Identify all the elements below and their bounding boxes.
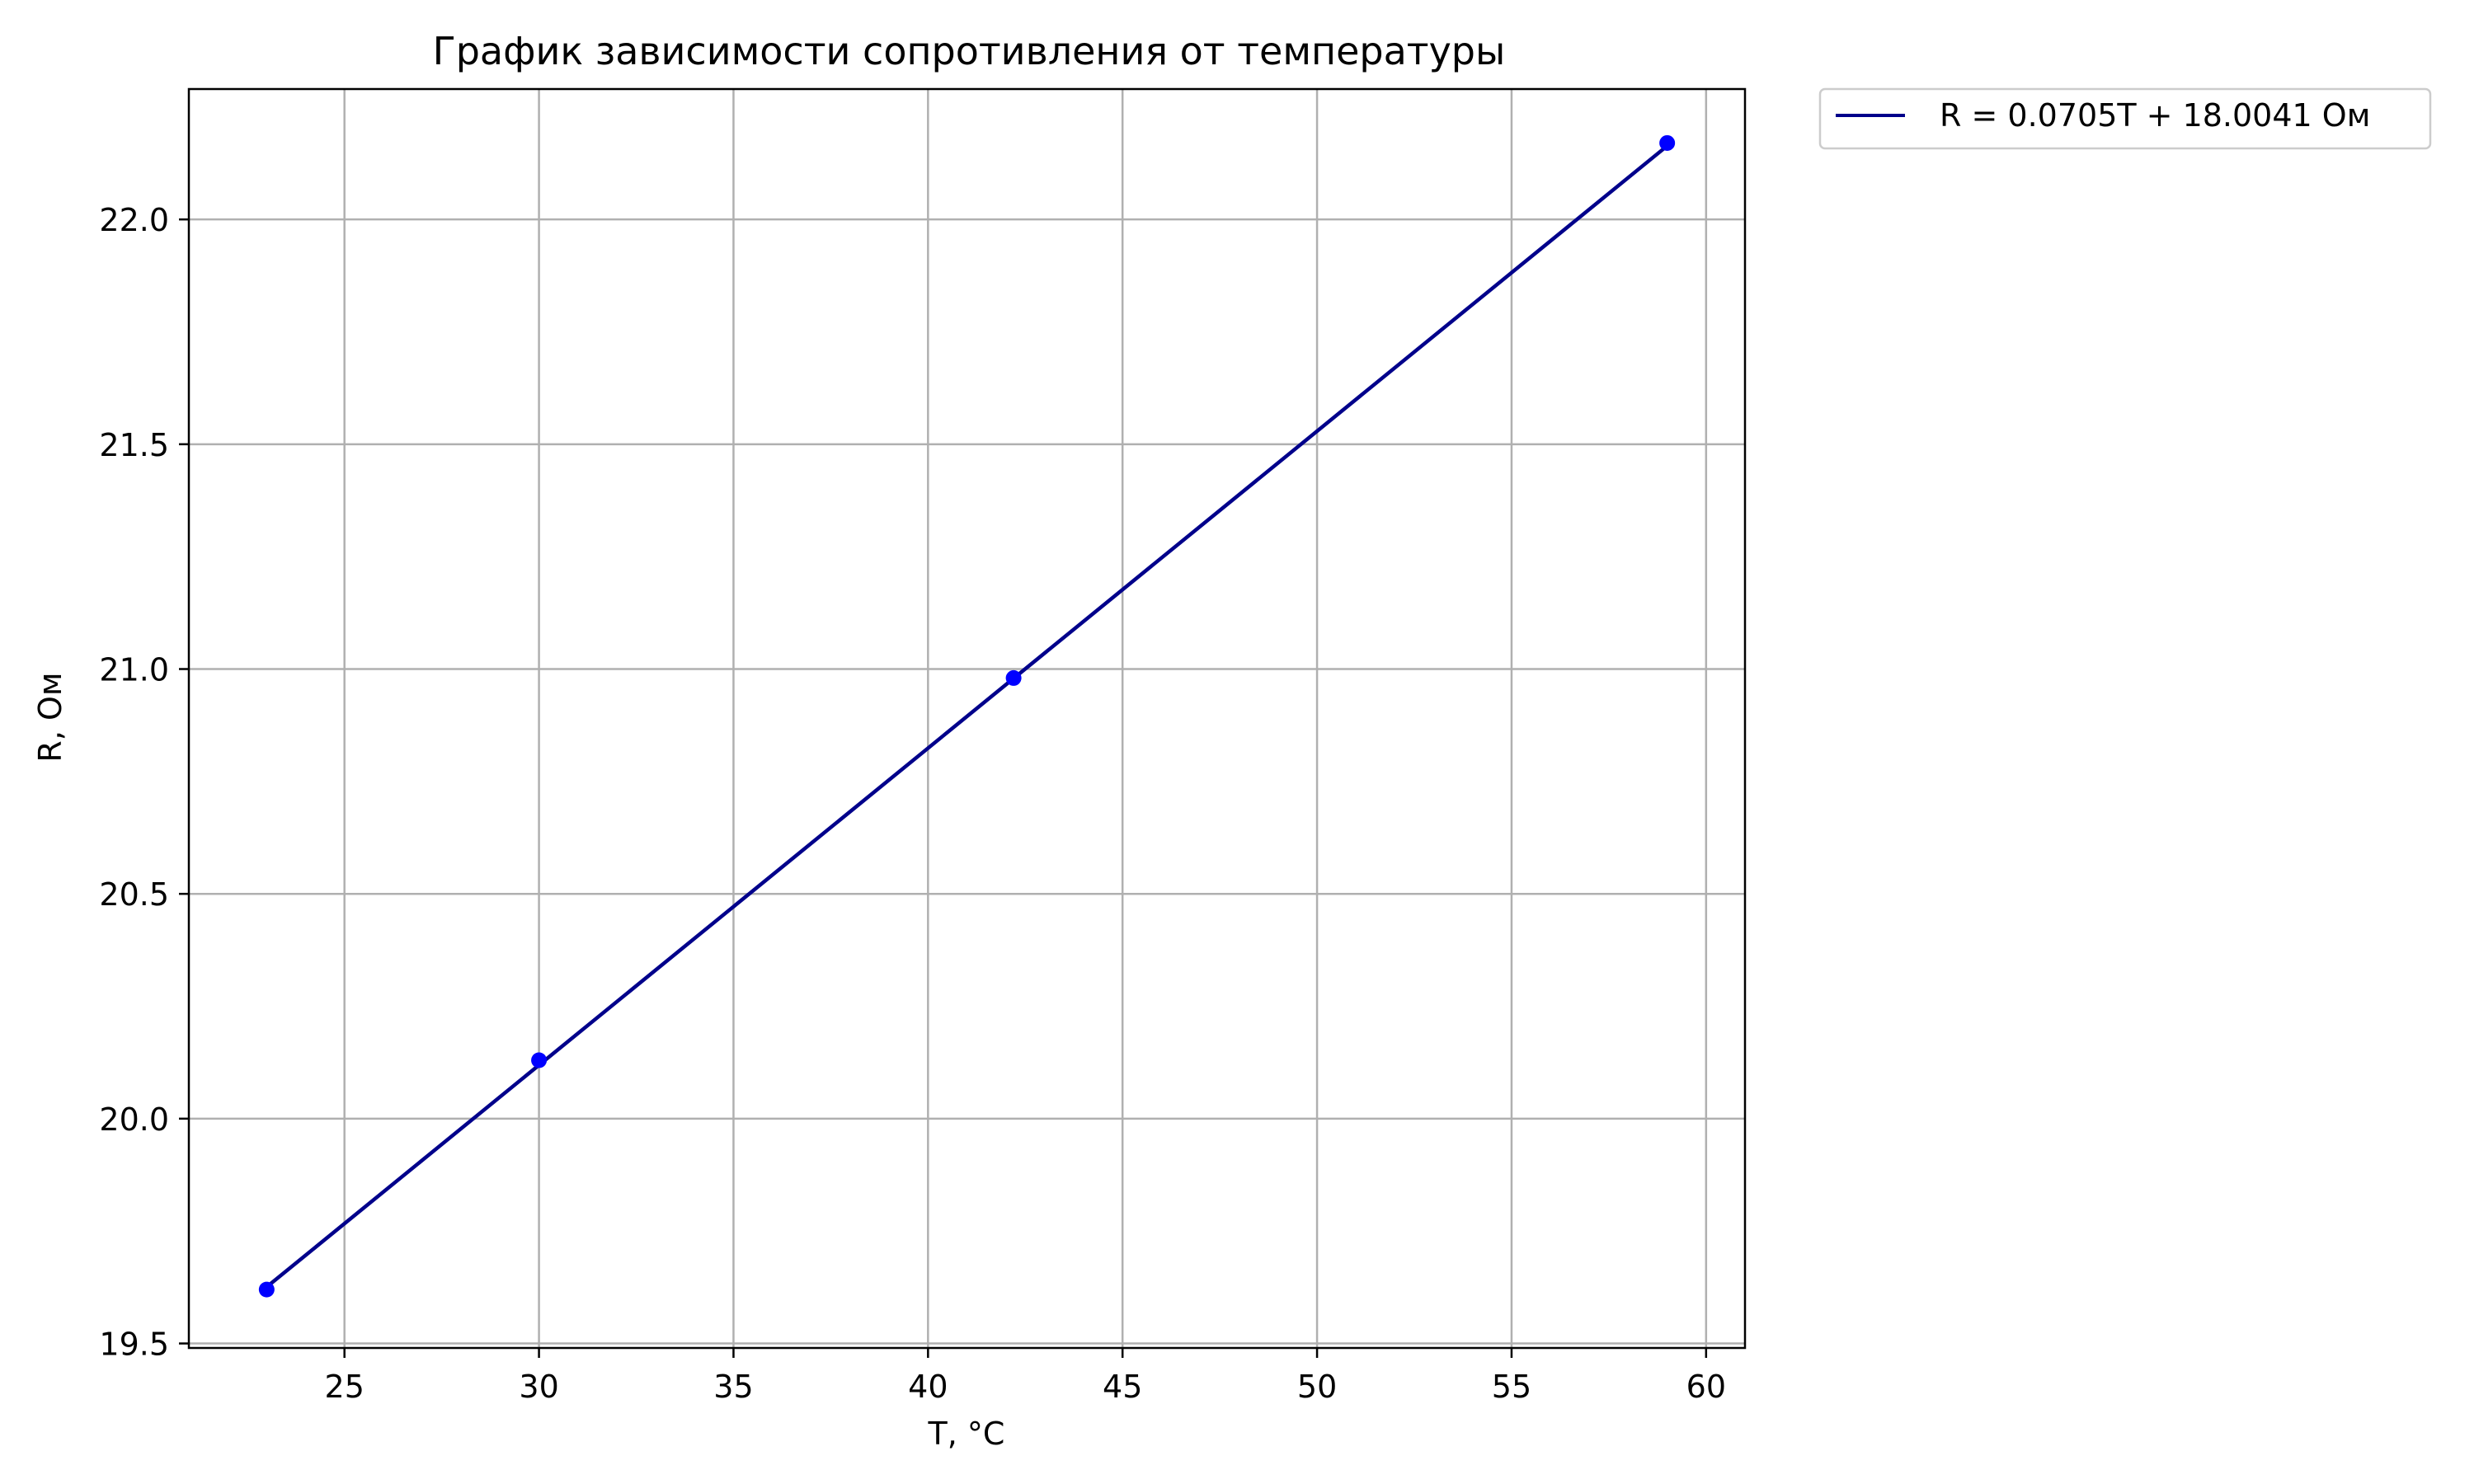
x-tick-label: 50: [1297, 1369, 1337, 1405]
y-tick-label: 20.5: [99, 876, 169, 913]
x-tick-label: 35: [713, 1369, 753, 1405]
legend-box: [1818, 87, 2432, 150]
y-axis-ticks: 19.5 20.0 20.5 21.0 21.5 22.0: [99, 202, 189, 1363]
y-tick-label: 21.0: [99, 652, 169, 688]
x-axis-ticks: 25 30 35 40 45 50 55 60: [325, 1348, 1726, 1405]
x-tick-label: 45: [1103, 1369, 1142, 1405]
y-axis-label: R, Ом: [32, 672, 68, 762]
grid: [189, 89, 1745, 1348]
data-point: [531, 1052, 548, 1068]
y-tick-label: 20.0: [99, 1101, 169, 1138]
fit-line: [265, 144, 1669, 1289]
legend: R = 0.0705T + 18.0041 Ом: [1818, 87, 2432, 150]
data-point: [1659, 134, 1676, 151]
y-tick-label: 22.0: [99, 202, 169, 238]
x-tick-label: 30: [519, 1369, 558, 1405]
x-tick-label: 40: [908, 1369, 948, 1405]
data-point: [1005, 669, 1022, 686]
y-tick-label: 19.5: [99, 1327, 169, 1363]
y-tick-label: 21.5: [99, 427, 169, 463]
x-tick-label: 60: [1686, 1369, 1726, 1405]
plot-frame: [187, 87, 1747, 1350]
x-tick-label: 55: [1492, 1369, 1531, 1405]
x-tick-label: 25: [325, 1369, 365, 1405]
plot-series: [258, 134, 1676, 1298]
data-point: [258, 1281, 275, 1298]
legend-label: R = 0.0705T + 18.0041 Ом: [1940, 97, 2370, 134]
chart-title: График зависимости сопротивления от темп…: [433, 29, 1506, 73]
x-axis-label: T, °C: [928, 1416, 1005, 1452]
